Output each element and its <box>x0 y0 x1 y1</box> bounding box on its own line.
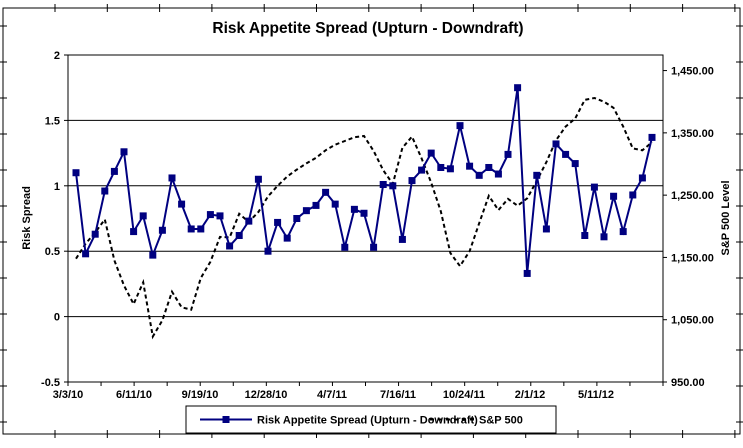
risk-spread-marker <box>158 226 166 234</box>
risk-spread-marker <box>446 165 454 173</box>
risk-spread-marker <box>408 177 416 185</box>
risk-spread-marker <box>610 192 618 200</box>
risk-spread-marker <box>283 234 291 242</box>
worksheet-gridline-ticks <box>0 4 743 438</box>
x-axis-tick-label: 5/11/12 <box>578 389 614 401</box>
gridlines <box>68 119 663 318</box>
risk-spread-marker <box>254 175 262 183</box>
risk-spread-marker <box>466 162 474 170</box>
left-axis-tick-label: 1.5 <box>45 115 60 127</box>
risk-spread-marker <box>485 163 493 171</box>
x-axis-tick-label: 7/16/11 <box>380 389 416 401</box>
risk-spread-marker <box>226 242 234 250</box>
risk-spread-marker <box>562 150 570 158</box>
risk-spread-marker <box>312 201 320 209</box>
risk-spread-marker <box>120 148 128 156</box>
x-axis-tick-label: 6/11/10 <box>116 389 152 401</box>
risk-spread-marker <box>514 84 522 92</box>
risk-spread-marker <box>350 205 358 213</box>
risk-spread-marker <box>523 269 531 277</box>
risk-spread-marker <box>370 243 378 251</box>
risk-spread-marker <box>619 228 627 236</box>
risk-spread-marker <box>648 133 656 141</box>
x-axis-tick-label: 2/1/12 <box>515 389 546 401</box>
risk-spread-marker <box>379 180 387 188</box>
right-axis-tick-labels: 1,450.00 1,350.00 1,250.00 1,150.00 1,050.00… <box>671 66 714 389</box>
left-axis-tick-label: -0.5 <box>41 377 60 389</box>
legend-risk-spread-marker <box>222 416 230 423</box>
left-axis-title: Risk Spread <box>21 186 33 250</box>
legend-risk-spread-label: Risk Appetite Spread (Upturn - Downdraft… <box>257 415 478 427</box>
risk-spread-marker <box>322 188 330 196</box>
risk-spread-marker <box>629 191 637 199</box>
chart-title: Risk Appetite Spread (Upturn - Downdraft… <box>212 20 523 37</box>
x-axis-tick-label: 10/24/11 <box>443 389 485 401</box>
risk-spread-marker <box>91 230 99 238</box>
risk-spread-marker <box>475 171 483 179</box>
risk-spread-marker <box>274 218 282 226</box>
right-axis-tick-label: 950.00 <box>671 377 705 389</box>
risk-spread-marker <box>552 140 560 148</box>
risk-spread-marker <box>341 243 349 251</box>
risk-spread-marker <box>302 207 310 215</box>
risk-spread-marker <box>168 174 176 182</box>
risk-spread-marker <box>331 200 339 208</box>
risk-spread-marker <box>533 171 541 179</box>
sp500-line <box>75 96 653 340</box>
risk-spread-marker <box>187 225 195 233</box>
risk-spread-marker <box>101 187 109 195</box>
legend-sp500-label: S&P 500 <box>479 415 523 427</box>
risk-spread-marker <box>197 225 205 233</box>
risk-spread-marker <box>293 215 301 222</box>
x-axis-tick-label: 3/3/10 <box>53 389 84 401</box>
x-axis-tick-labels: 3/3/10 6/11/10 9/19/10 12/28/10 4/7/11 7/16/1… <box>53 389 614 401</box>
left-axis-tick-label: 2 <box>54 50 60 62</box>
right-axis-tick-label: 1,450.00 <box>671 66 714 78</box>
risk-spread-marker <box>235 232 243 240</box>
right-axis-tick-label: 1,050.00 <box>671 315 714 327</box>
risk-spread-marker <box>494 170 502 178</box>
risk-spread-marker <box>149 251 157 259</box>
risk-spread-marker <box>130 228 138 236</box>
left-axis-tick-label: 1 <box>54 181 60 193</box>
risk-spread-marker <box>418 166 426 174</box>
risk-spread-marker <box>437 163 445 171</box>
risk-spread-marker <box>456 122 464 130</box>
legend: Risk Appetite Spread (Upturn - Downdraft… <box>185 405 557 434</box>
risk-spread-marker <box>216 212 224 220</box>
x-axis-tick-label: 12/28/10 <box>245 389 288 401</box>
risk-spread-marker <box>139 212 147 220</box>
right-axis-tick-label: 1,350.00 <box>671 128 714 140</box>
risk-spread-marker <box>398 235 406 243</box>
right-axis-tick-label: 1,150.00 <box>671 252 714 264</box>
left-axis-tick-labels: 2 1.5 1 0.5 0 -0.5 <box>41 50 60 389</box>
right-axis-tick-label: 1,250.00 <box>671 190 714 202</box>
risk-spread-marker <box>590 183 598 191</box>
series-group <box>72 84 656 340</box>
risk-spread-marker <box>264 247 272 255</box>
risk-spread-marker <box>206 211 214 219</box>
right-axis-title: S&P 500 Level <box>720 180 732 255</box>
risk-spread-marker <box>504 150 512 158</box>
risk-spread-marker <box>245 217 253 225</box>
risk-spread-marker <box>389 182 397 190</box>
risk-spread-marker <box>542 225 550 233</box>
left-axis-tick-label: 0.5 <box>45 246 60 258</box>
risk-spread-marker <box>427 149 435 157</box>
risk-spread-marker <box>178 200 186 208</box>
risk-spread-marker <box>638 174 646 182</box>
left-axis-tick-label: 0 <box>54 312 60 324</box>
x-axis-tick-label: 4/7/11 <box>317 389 347 401</box>
risk-spread-marker <box>82 250 90 258</box>
risk-spread-marker <box>360 209 368 217</box>
x-axis-tick-label: 9/19/10 <box>182 389 219 401</box>
risk-spread-marker <box>581 232 589 240</box>
risk-spread-marker <box>571 160 579 168</box>
axis-tick-marks <box>64 54 667 386</box>
risk-spread-marker <box>110 167 118 175</box>
risk-spread-marker <box>72 169 80 177</box>
risk-spread-marker <box>600 233 608 241</box>
